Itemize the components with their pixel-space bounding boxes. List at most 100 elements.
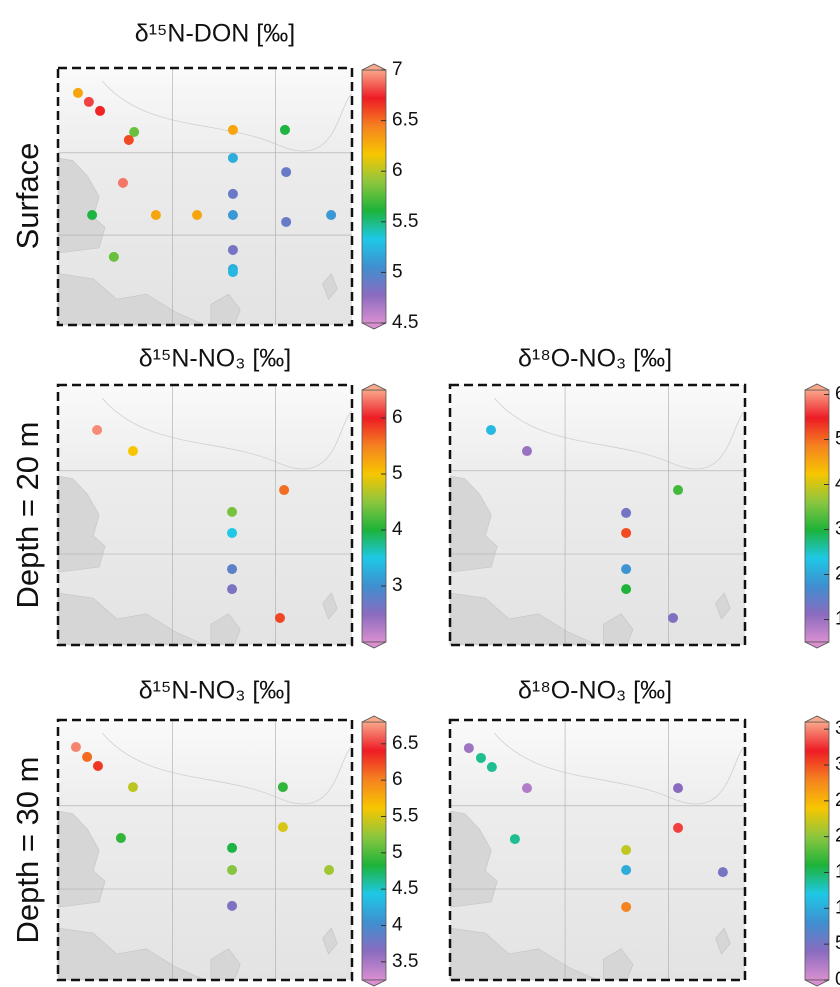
data-point: [84, 97, 94, 107]
row-label: Depth = 30 m: [10, 757, 45, 944]
map: [58, 385, 352, 645]
colorbar-tick-label: 4.5: [392, 878, 418, 899]
data-point: [673, 485, 683, 495]
data-point: [476, 753, 486, 763]
data-point: [280, 125, 290, 135]
data-point: [621, 564, 631, 574]
data-point: [227, 528, 237, 538]
data-point: [281, 217, 291, 227]
row-label: Depth = 20 m: [10, 422, 45, 609]
colorbar-tick-label: 5: [835, 933, 840, 954]
colorbar-extend: [362, 384, 386, 390]
colorbar: [805, 390, 829, 642]
data-point: [227, 564, 237, 574]
colorbar: [362, 722, 386, 980]
colorbar-tick-label: 4: [392, 915, 403, 936]
data-point: [227, 901, 237, 911]
colorbar-tick-label: 35: [835, 718, 840, 739]
colorbar-tick-label: 7: [392, 59, 403, 80]
colorbar-extend: [805, 980, 829, 986]
colorbar-tick-label: 5.5: [392, 211, 418, 232]
data-point: [486, 425, 496, 435]
colorbar: [362, 390, 386, 642]
colorbar-tick-label: 4.5: [392, 312, 418, 333]
figure: Surface Depth = 20 m Depth = 30 m δ¹⁵N-D…: [0, 0, 840, 987]
colorbar-extend: [362, 716, 386, 722]
data-point: [109, 252, 119, 262]
chart-title: δ¹⁸O-NO₃ [‰]: [518, 677, 672, 705]
colorbar-tick-label: 40: [835, 474, 840, 495]
data-point: [228, 189, 238, 199]
data-point: [228, 245, 238, 255]
colorbar-tick-label: 6.5: [392, 733, 418, 754]
data-point: [621, 508, 631, 518]
map: [58, 720, 352, 980]
colorbar-tick-label: 6.5: [392, 110, 418, 131]
data-point: [228, 153, 238, 163]
data-point: [95, 106, 105, 116]
data-point: [718, 867, 728, 877]
colorbar-tick-label: 30: [835, 754, 840, 775]
data-point: [228, 125, 238, 135]
colorbar-tick-label: 6: [392, 160, 403, 181]
chart-title: δ¹⁵N-NO₃ [‰]: [139, 345, 292, 373]
data-point: [464, 743, 474, 753]
colorbar-extend: [362, 323, 386, 329]
colorbar-tick-label: 3: [392, 575, 403, 596]
chart-title: δ¹⁵N-NO₃ [‰]: [139, 677, 292, 705]
row-label: Surface: [10, 143, 45, 250]
data-point: [192, 210, 202, 220]
data-point: [228, 267, 238, 277]
data-point: [621, 845, 631, 855]
data-point: [151, 210, 161, 220]
colorbar-extend: [362, 64, 386, 70]
data-point: [621, 584, 631, 594]
data-point: [128, 446, 138, 456]
data-point: [87, 210, 97, 220]
colorbar-tick-label: 15: [835, 862, 840, 883]
colorbar: [362, 70, 386, 323]
data-point: [275, 613, 285, 623]
data-point: [128, 782, 138, 792]
map: [450, 720, 745, 980]
data-point: [227, 584, 237, 594]
data-point: [281, 167, 291, 177]
colorbar-tick-label: 0: [835, 969, 840, 987]
data-point: [227, 843, 237, 853]
colorbar-tick-label: 6: [392, 769, 403, 790]
data-point: [621, 528, 631, 538]
data-point: [673, 783, 683, 793]
colorbar-extend: [805, 384, 829, 390]
colorbar-tick-label: 20: [835, 826, 840, 847]
colorbar-tick-label: 3.5: [392, 951, 418, 972]
colorbar-tick-label: 60: [835, 384, 840, 405]
data-point: [510, 834, 520, 844]
data-point: [73, 88, 83, 98]
data-point: [278, 822, 288, 832]
data-point: [487, 762, 497, 772]
colorbar-extend: [362, 642, 386, 648]
data-point: [278, 782, 288, 792]
data-point: [522, 783, 532, 793]
data-point: [673, 823, 683, 833]
data-point: [227, 507, 237, 517]
colorbar: [805, 722, 829, 980]
colorbar-tick-label: 30: [835, 519, 840, 540]
colorbar-tick-label: 5: [392, 842, 403, 863]
colorbar-tick-label: 10: [835, 609, 840, 630]
data-point: [93, 761, 103, 771]
colorbar-tick-label: 5.5: [392, 805, 418, 826]
data-point: [118, 178, 128, 188]
colorbar-tick-label: 50: [835, 429, 840, 450]
data-point: [92, 425, 102, 435]
data-point: [82, 752, 92, 762]
data-point: [228, 210, 238, 220]
data-point: [279, 485, 289, 495]
colorbar-extend: [362, 980, 386, 986]
data-point: [326, 210, 336, 220]
colorbar-tick-label: 20: [835, 564, 840, 585]
colorbar-tick-label: 5: [392, 261, 403, 282]
data-point: [621, 902, 631, 912]
colorbar-tick-label: 5: [392, 463, 403, 484]
colorbar-extend: [805, 642, 829, 648]
